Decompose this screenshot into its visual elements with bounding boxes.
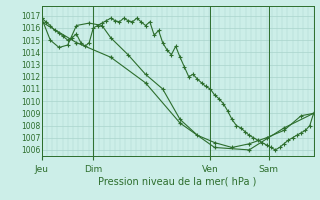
X-axis label: Pression niveau de la mer( hPa ): Pression niveau de la mer( hPa ) (99, 177, 257, 187)
